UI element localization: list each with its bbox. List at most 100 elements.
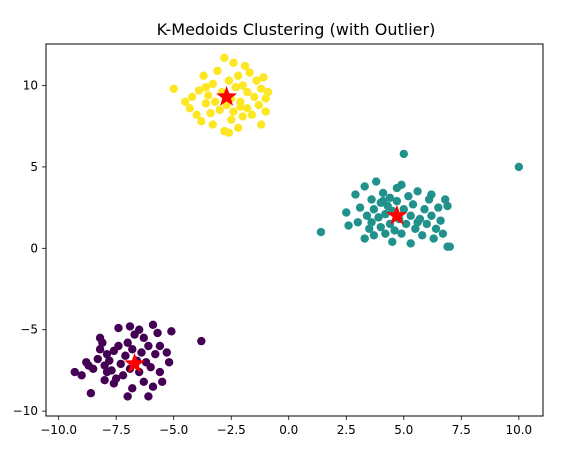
data-point: [436, 216, 445, 225]
data-point: [86, 389, 96, 398]
data-point: [100, 375, 109, 385]
data-point: [213, 66, 222, 76]
medoid-markers: [124, 85, 408, 373]
data-point: [121, 351, 130, 360]
data-point: [105, 356, 114, 365]
y-tick-label: 10: [23, 79, 38, 93]
data-point: [369, 205, 379, 214]
data-point: [102, 349, 112, 359]
data-point: [215, 105, 224, 115]
data-point: [227, 115, 236, 124]
data-point: [153, 328, 162, 338]
data-point: [413, 187, 422, 196]
data-point: [316, 227, 326, 237]
data-point: [204, 91, 213, 100]
data-point: [187, 92, 197, 102]
x-tick-label: −5.0: [159, 423, 188, 437]
data-point: [164, 358, 174, 367]
data-point: [93, 354, 102, 364]
data-point: [139, 377, 148, 387]
data-point: [240, 61, 250, 71]
data-point: [254, 100, 264, 110]
data-point: [429, 234, 438, 243]
data-point: [139, 333, 148, 343]
data-point: [144, 341, 153, 351]
data-point: [128, 384, 137, 393]
data-point: [185, 104, 195, 113]
data-point: [111, 374, 121, 383]
data-point: [385, 193, 395, 203]
data-point: [231, 82, 241, 92]
y-tick-label: 0: [30, 241, 38, 255]
data-point: [378, 188, 388, 198]
data-point: [229, 58, 238, 67]
data-point: [128, 345, 137, 354]
data-point: [169, 84, 178, 93]
data-point: [418, 231, 427, 240]
data-point: [374, 213, 383, 222]
data-point: [98, 338, 107, 347]
medoid-star-icon: [124, 352, 146, 373]
data-point: [381, 229, 390, 238]
data-point: [208, 120, 218, 129]
y-tick-label: −10: [13, 404, 38, 418]
data-point: [201, 99, 211, 108]
data-point: [155, 367, 165, 377]
data-point: [243, 87, 252, 97]
data-point: [438, 229, 448, 238]
data-point: [233, 71, 243, 80]
data-points: [70, 53, 524, 401]
data-point: [443, 201, 452, 211]
data-point: [201, 82, 211, 92]
x-tick-label: −10.0: [40, 423, 77, 437]
data-point: [88, 364, 98, 373]
x-tick-label: −7.5: [102, 423, 131, 437]
data-point: [210, 97, 220, 106]
data-point: [381, 209, 390, 219]
data-point: [514, 162, 524, 172]
data-point: [238, 112, 247, 121]
data-point: [245, 68, 254, 77]
medoid-star-icon: [386, 204, 408, 225]
data-point: [413, 218, 422, 227]
data-point: [355, 203, 365, 212]
data-point: [365, 224, 374, 233]
data-point: [224, 76, 234, 85]
data-point: [95, 345, 105, 354]
data-point: [371, 177, 381, 186]
data-point: [229, 107, 238, 116]
data-point: [441, 195, 450, 204]
data-point: [162, 348, 171, 357]
y-tick-label: 5: [30, 160, 38, 174]
data-point: [367, 218, 376, 227]
data-point: [420, 205, 429, 214]
data-point: [431, 224, 441, 233]
data-point: [222, 100, 231, 110]
data-point: [388, 237, 397, 246]
data-point: [70, 367, 79, 377]
data-point: [397, 180, 406, 190]
data-point: [192, 110, 201, 120]
data-point: [263, 87, 273, 97]
data-point: [399, 205, 408, 214]
data-point: [360, 182, 369, 191]
data-point: [247, 110, 257, 120]
x-tick-label: 5.0: [394, 423, 413, 437]
x-tick-label: 2.5: [337, 423, 356, 437]
data-point: [114, 341, 123, 351]
data-point: [408, 200, 418, 209]
data-point: [404, 192, 413, 201]
data-point: [378, 196, 388, 206]
data-point: [445, 242, 455, 251]
data-point: [406, 211, 415, 220]
data-point: [259, 73, 268, 82]
data-point: [406, 239, 415, 248]
data-point: [77, 371, 86, 380]
data-point: [236, 102, 245, 111]
data-point: [148, 382, 158, 391]
data-point: [197, 336, 206, 346]
data-point: [397, 229, 406, 238]
data-point: [118, 371, 128, 380]
data-point: [199, 71, 208, 80]
data-point: [243, 104, 252, 113]
